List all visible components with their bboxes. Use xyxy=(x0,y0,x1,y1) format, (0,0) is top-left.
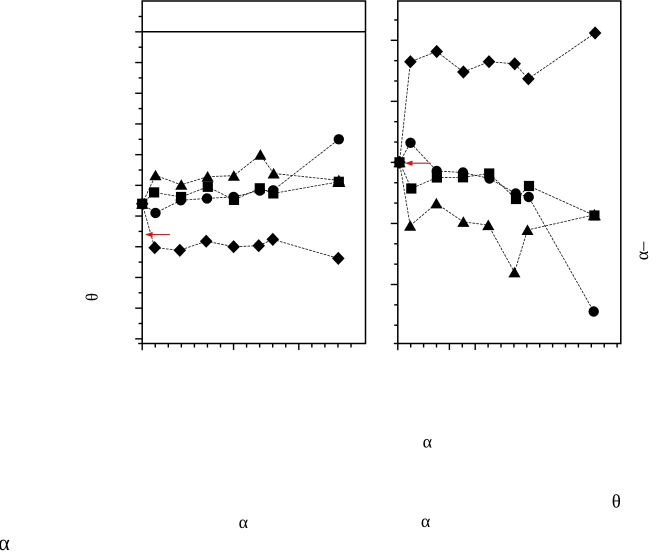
svg-text:θ: θ xyxy=(83,293,102,301)
svg-text:α: α xyxy=(0,530,10,552)
svg-text:α–: α– xyxy=(632,241,652,260)
svg-text:α: α xyxy=(239,512,249,532)
svg-text:α: α xyxy=(423,431,433,451)
svg-text:θ: θ xyxy=(612,492,621,513)
svg-text:α: α xyxy=(421,511,431,531)
